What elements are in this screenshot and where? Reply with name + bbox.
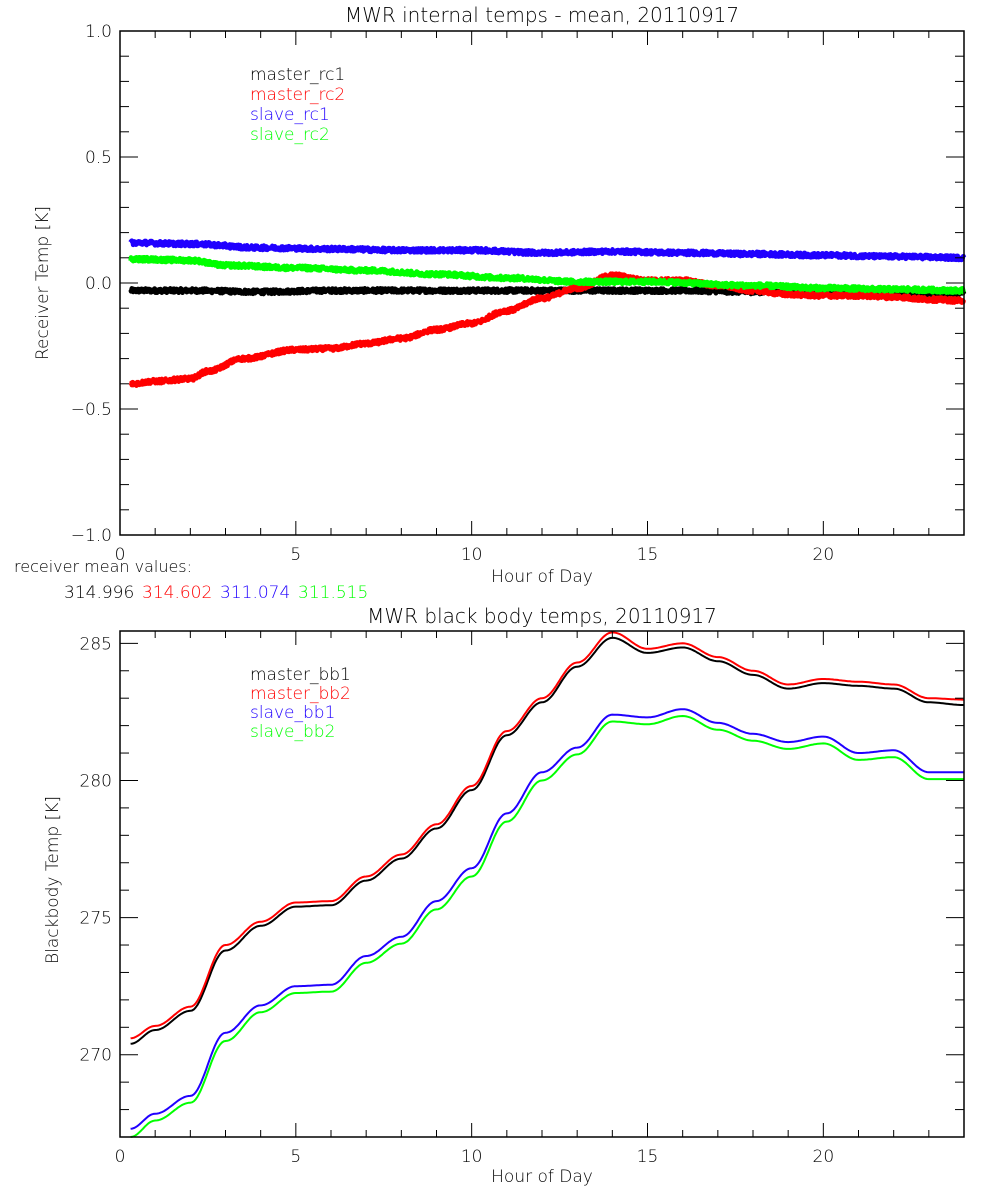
series-line-slave-rc1	[128, 238, 967, 263]
x-tick-label: 10	[461, 545, 483, 565]
series-line-master-rc2	[128, 271, 967, 388]
x-tick-label: 10	[461, 1147, 483, 1167]
series-line-master-bb1	[130, 636, 964, 1045]
legend-entry-master-rc1: master_rc1	[250, 65, 345, 85]
y-tick-label: 0.5	[85, 148, 112, 168]
x-tick-label: 5	[290, 545, 301, 565]
y-axis-label: Receiver Temp [K]	[33, 206, 53, 360]
x-tick-labels: 0 5 10 15 20	[115, 1147, 835, 1167]
axis-ticks	[119, 30, 965, 536]
x-tick-label: 0	[115, 545, 126, 565]
y-tick-label: 285	[80, 634, 112, 654]
x-tick-label: 5	[290, 1147, 301, 1167]
receiver-mean-value: 314.602	[142, 583, 212, 603]
receiver-mean-value: 311.074	[220, 583, 290, 603]
series-line-master-bb2	[130, 631, 964, 1040]
series-line-slave-rc2	[128, 254, 966, 295]
receiver-temp-plot: MWR internal temps - mean, 20110917 0 5 10…	[14, 3, 967, 603]
y-tick-label: −1.0	[71, 526, 112, 546]
y-tick-label: 275	[80, 909, 112, 929]
receiver-mean-value: 314.996	[64, 583, 134, 603]
x-tick-label: 20	[813, 545, 835, 565]
legend-entry-master-bb2: master_bb2	[250, 684, 351, 704]
y-tick-label: 1.0	[85, 22, 112, 42]
receiver-mean-values: 314.996 314.602 311.074 311.515	[64, 583, 368, 603]
legend-entry-slave-bb2: slave_bb2	[250, 722, 335, 742]
y-tick-label: −0.5	[71, 400, 112, 420]
series-line-slave-bb1	[130, 708, 964, 1130]
receiver-mean-label: receiver mean values:	[14, 557, 192, 576]
y-tick-labels: 270 275 280 285	[80, 634, 112, 1065]
series-layer	[130, 631, 964, 1138]
x-tick-label: 15	[637, 545, 659, 565]
plot-frame	[119, 630, 965, 1138]
blackbody-temp-plot: MWR black body temps, 20110917 0 5 10 15 20 …	[43, 604, 965, 1187]
series-layer	[128, 238, 967, 388]
x-tick-label: 0	[115, 1147, 126, 1167]
chart-title: MWR black body temps, 20110917	[367, 604, 717, 628]
y-axis-label: Blackbody Temp [K]	[43, 796, 63, 964]
y-tick-label: 280	[80, 771, 112, 791]
y-tick-labels: −1.0 −0.5 0.0 0.5 1.0	[71, 22, 112, 546]
x-axis-label: Hour of Day	[491, 567, 593, 587]
x-axis-label: Hour of Day	[491, 1167, 593, 1187]
x-tick-labels: 0 5 10 15 20	[115, 545, 835, 565]
receiver-mean-value: 311.515	[298, 583, 368, 603]
x-tick-label: 15	[637, 1147, 659, 1167]
chart-title: MWR internal temps - mean, 20110917	[345, 3, 739, 27]
y-tick-label: 270	[80, 1046, 112, 1066]
y-tick-label: 0.0	[85, 274, 112, 294]
legend-entry-slave-rc2: slave_rc2	[250, 125, 330, 145]
legend-entry-master-rc2: master_rc2	[250, 85, 345, 105]
x-tick-label: 20	[813, 1147, 835, 1167]
legend-entry-master-bb1: master_bb1	[250, 665, 351, 685]
axis-ticks	[119, 631, 965, 1138]
legend-entry-slave-rc1: slave_rc1	[250, 105, 330, 125]
series-line-slave-bb2	[130, 715, 964, 1138]
legend-entry-slave-bb1: slave_bb1	[250, 703, 335, 723]
